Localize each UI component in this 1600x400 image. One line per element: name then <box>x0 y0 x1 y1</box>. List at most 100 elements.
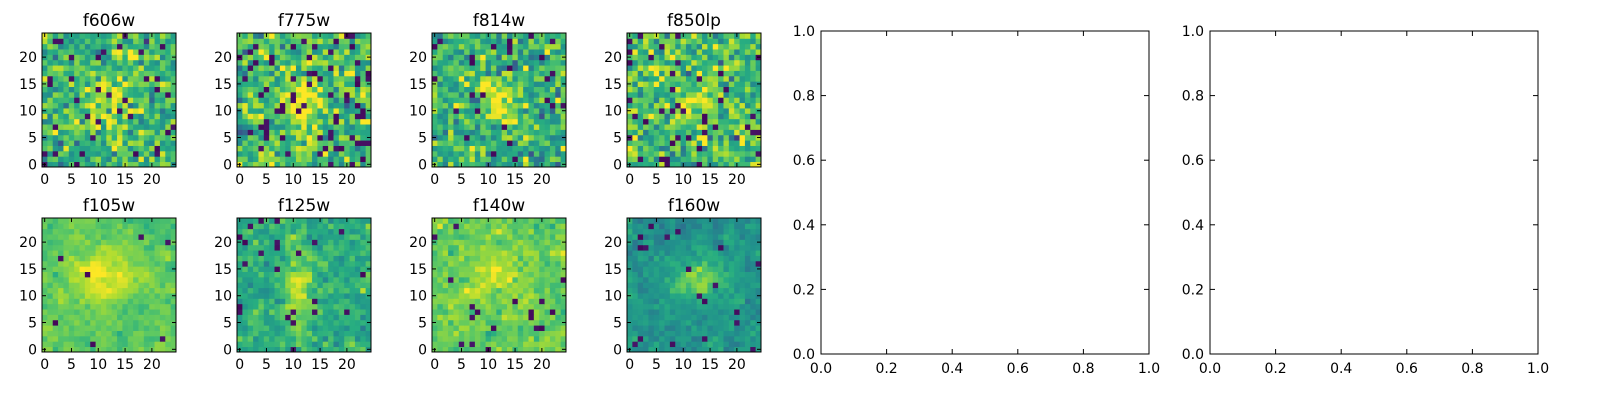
heatmap-cell <box>301 325 308 331</box>
heatmap-cell <box>485 223 492 230</box>
heatmap-cell <box>528 54 535 61</box>
heatmap-cell <box>643 91 649 98</box>
heatmap-cell <box>263 113 270 120</box>
heatmap-cell <box>458 59 465 66</box>
heatmap-cell <box>58 140 64 146</box>
heatmap-cell <box>627 118 633 125</box>
heatmap-cell <box>437 282 444 289</box>
heatmap-cell <box>696 145 703 152</box>
heatmap-cell <box>728 156 735 163</box>
heatmap-cell <box>237 97 243 104</box>
heatmap-cell <box>485 145 492 152</box>
heatmap-cell <box>258 325 265 331</box>
heatmap-cell <box>458 108 465 114</box>
heatmap-cell <box>295 81 302 87</box>
heatmap-cell <box>533 156 540 163</box>
heatmap-cell <box>290 287 297 294</box>
heatmap-cell <box>507 287 513 294</box>
heatmap-cell <box>301 341 308 348</box>
panel-title: f814w <box>473 11 525 31</box>
heatmap-cell <box>539 91 545 98</box>
heatmap-cell <box>480 54 486 61</box>
heatmap-cell <box>47 129 54 136</box>
heatmap-cell <box>79 75 86 82</box>
heatmap-cell <box>269 81 275 87</box>
heatmap-cell <box>312 325 318 331</box>
heatmap-cell <box>170 223 177 230</box>
heatmap-cell <box>669 129 676 136</box>
heatmap-cell <box>242 314 249 321</box>
heatmap-cell <box>149 298 155 305</box>
heatmap-cell <box>253 134 259 141</box>
heatmap-cell <box>685 319 692 326</box>
heatmap-cell <box>365 314 372 321</box>
heatmap-cell <box>328 43 334 50</box>
heatmap-cell <box>507 118 513 125</box>
heatmap-cell <box>490 49 497 55</box>
y-tick-label: 15 <box>214 262 232 278</box>
heatmap-cell <box>328 325 334 331</box>
heatmap-cell <box>274 108 281 114</box>
heatmap-cell <box>100 325 107 331</box>
heatmap-cell <box>675 303 681 310</box>
heatmap-cell <box>47 266 54 272</box>
heatmap-cell <box>458 314 465 321</box>
heatmap-cell <box>42 276 48 283</box>
heatmap-cell <box>480 91 486 98</box>
heatmap-cell <box>453 81 460 87</box>
heatmap-cell <box>111 33 118 39</box>
heatmap-cell <box>68 325 75 331</box>
heatmap-cell <box>685 266 692 272</box>
heatmap-cell <box>333 341 340 348</box>
y-tick-label: 20 <box>409 235 427 251</box>
heatmap-cell <box>517 255 524 262</box>
heatmap-cell <box>490 129 497 136</box>
y-tick-label: 10 <box>214 289 232 305</box>
heatmap-cell <box>728 118 735 125</box>
heatmap-cell <box>68 49 75 55</box>
heatmap-cell <box>52 271 59 278</box>
heatmap-cell <box>485 228 492 235</box>
heatmap-cell <box>165 124 172 130</box>
heatmap-cell <box>317 341 324 348</box>
heatmap-cell <box>344 65 350 71</box>
heatmap-cell <box>453 161 460 168</box>
heatmap-cell <box>659 161 665 168</box>
heatmap-cell <box>512 75 519 82</box>
heatmap-cell <box>669 293 676 299</box>
heatmap-cell <box>512 70 519 77</box>
heatmap-cell <box>127 43 134 50</box>
heatmap-cell <box>269 113 275 120</box>
heatmap-cell <box>295 38 302 45</box>
heatmap-cell <box>512 134 519 141</box>
heatmap-cell <box>549 330 556 337</box>
heatmap-cell <box>133 234 139 240</box>
heatmap-cell <box>712 346 719 353</box>
heatmap-cell <box>728 49 735 55</box>
heatmap-cell <box>702 287 708 294</box>
heatmap-cell <box>253 234 259 240</box>
heatmap-cell <box>659 118 665 125</box>
heatmap-cell <box>263 134 270 141</box>
heatmap-cell <box>159 298 166 305</box>
heatmap-cell <box>301 43 308 50</box>
heatmap-cell <box>117 86 123 93</box>
heatmap-cell <box>253 276 259 283</box>
heatmap-cell <box>344 260 350 267</box>
heatmap-cell <box>739 113 746 120</box>
heatmap-cell <box>74 325 80 331</box>
heatmap-cell <box>523 346 529 353</box>
heatmap-cell <box>643 309 649 315</box>
heatmap-cell <box>349 150 356 157</box>
heatmap-cell <box>685 102 692 109</box>
heatmap-cell <box>560 276 567 283</box>
heatmap-cell <box>138 330 145 337</box>
heatmap-cell <box>539 239 545 246</box>
heatmap-cell <box>111 239 118 246</box>
heatmap-cell <box>285 228 291 235</box>
heatmap-cell <box>755 330 762 337</box>
heatmap-cell <box>47 118 54 125</box>
heatmap-cell <box>432 335 438 342</box>
